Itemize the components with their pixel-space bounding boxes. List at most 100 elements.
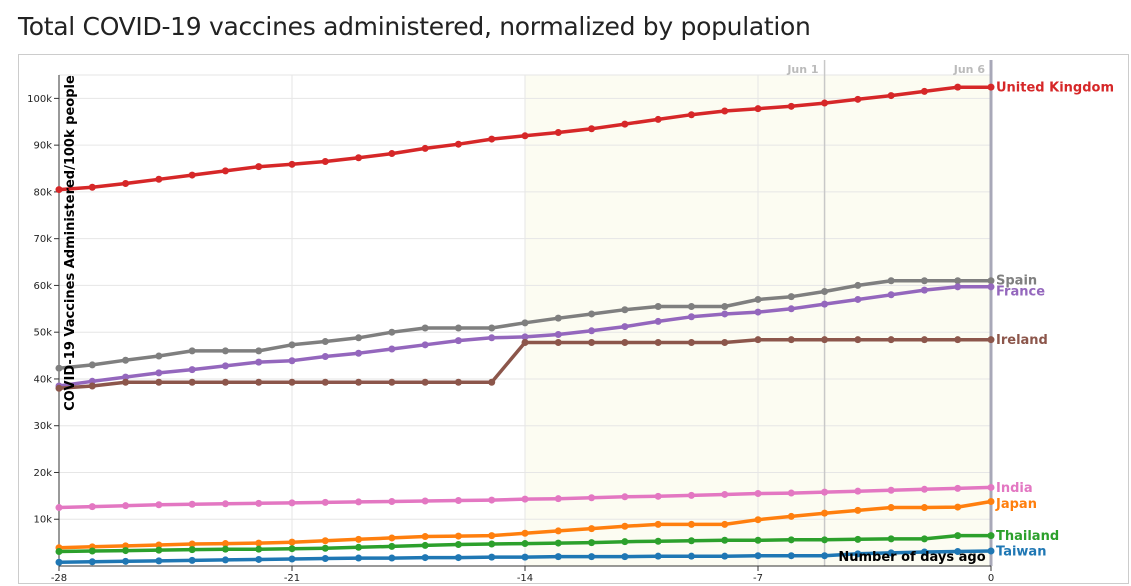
data-point <box>221 362 229 370</box>
data-point <box>521 529 529 537</box>
data-point <box>954 283 962 291</box>
data-point <box>754 552 762 560</box>
data-point <box>155 369 163 377</box>
data-point <box>954 83 962 91</box>
data-point <box>654 317 662 325</box>
data-point <box>621 493 629 501</box>
data-point <box>355 378 363 386</box>
data-point <box>954 503 962 511</box>
data-point <box>155 352 163 360</box>
data-point <box>887 336 895 344</box>
data-point <box>421 144 429 152</box>
data-point <box>987 83 995 91</box>
data-point <box>687 338 695 346</box>
data-point <box>854 281 862 289</box>
data-point <box>554 338 562 346</box>
x-tick-label: 0 <box>988 573 994 584</box>
data-point <box>488 135 496 143</box>
data-point <box>155 378 163 386</box>
data-point <box>821 488 829 496</box>
data-point <box>454 140 462 148</box>
data-point <box>787 512 795 520</box>
data-point <box>122 378 130 386</box>
data-point <box>621 323 629 331</box>
series-label: Spain <box>996 273 1037 288</box>
data-point <box>621 522 629 530</box>
data-point <box>721 536 729 544</box>
data-point <box>787 305 795 313</box>
data-point <box>288 341 296 349</box>
data-point <box>920 548 928 556</box>
data-point <box>122 557 130 565</box>
data-point <box>621 538 629 546</box>
x-tick-label: -7 <box>753 573 763 584</box>
series-label: France <box>996 284 1045 299</box>
series-spain <box>55 277 995 372</box>
data-point <box>821 552 829 560</box>
data-point <box>88 382 96 390</box>
data-point <box>88 183 96 191</box>
data-point <box>122 373 130 381</box>
data-point <box>887 486 895 494</box>
data-point <box>288 545 296 553</box>
data-point <box>454 337 462 345</box>
data-point <box>787 102 795 110</box>
data-point <box>55 504 63 512</box>
series-united-kingdom <box>55 83 995 194</box>
date-marker-label: Jun 1 <box>786 63 818 76</box>
chart-frame <box>18 54 1129 584</box>
data-point <box>388 542 396 550</box>
data-point <box>854 95 862 103</box>
data-point <box>887 549 895 557</box>
data-point <box>854 336 862 344</box>
data-point <box>88 547 96 555</box>
axes: 10k 20k 30k 40k 50k 60k 70k 80k 90k 100k -28 -21 -14… <box>27 75 994 584</box>
data-point <box>255 347 263 355</box>
data-point <box>55 384 63 392</box>
data-point <box>854 550 862 558</box>
data-point <box>454 532 462 540</box>
data-point <box>388 150 396 158</box>
data-point <box>188 540 196 548</box>
data-point <box>155 501 163 509</box>
data-point <box>821 336 829 344</box>
data-point <box>588 539 596 547</box>
data-point <box>920 286 928 294</box>
data-point <box>654 520 662 528</box>
series-label: Thailand <box>996 529 1059 544</box>
data-point <box>621 120 629 128</box>
data-point <box>554 553 562 561</box>
series-france <box>55 283 995 390</box>
data-point <box>255 378 263 386</box>
data-point <box>321 353 329 361</box>
series-japan <box>55 497 995 552</box>
data-point <box>854 506 862 514</box>
data-point <box>421 324 429 332</box>
y-tick-label: 50k <box>33 328 52 339</box>
data-point <box>521 319 529 327</box>
data-point <box>88 361 96 369</box>
data-point <box>754 336 762 344</box>
data-point <box>255 358 263 366</box>
data-point <box>987 483 995 491</box>
data-point <box>588 327 596 335</box>
data-point <box>188 366 196 374</box>
data-point <box>588 494 596 502</box>
data-point <box>488 532 496 540</box>
data-point <box>854 487 862 495</box>
data-point <box>221 540 229 548</box>
x-axis-title: Number of days ago <box>838 550 985 565</box>
y-axis-title: COVID-19 Vaccines Administered/100k peop… <box>63 75 78 411</box>
data-point <box>787 293 795 301</box>
data-point <box>887 92 895 100</box>
data-point <box>421 497 429 505</box>
data-point <box>721 552 729 560</box>
data-point <box>920 504 928 512</box>
series-india <box>55 483 995 512</box>
data-point <box>588 525 596 533</box>
data-point <box>221 378 229 386</box>
data-point <box>721 310 729 318</box>
data-point <box>288 160 296 168</box>
data-point <box>122 502 130 510</box>
data-point <box>421 541 429 549</box>
